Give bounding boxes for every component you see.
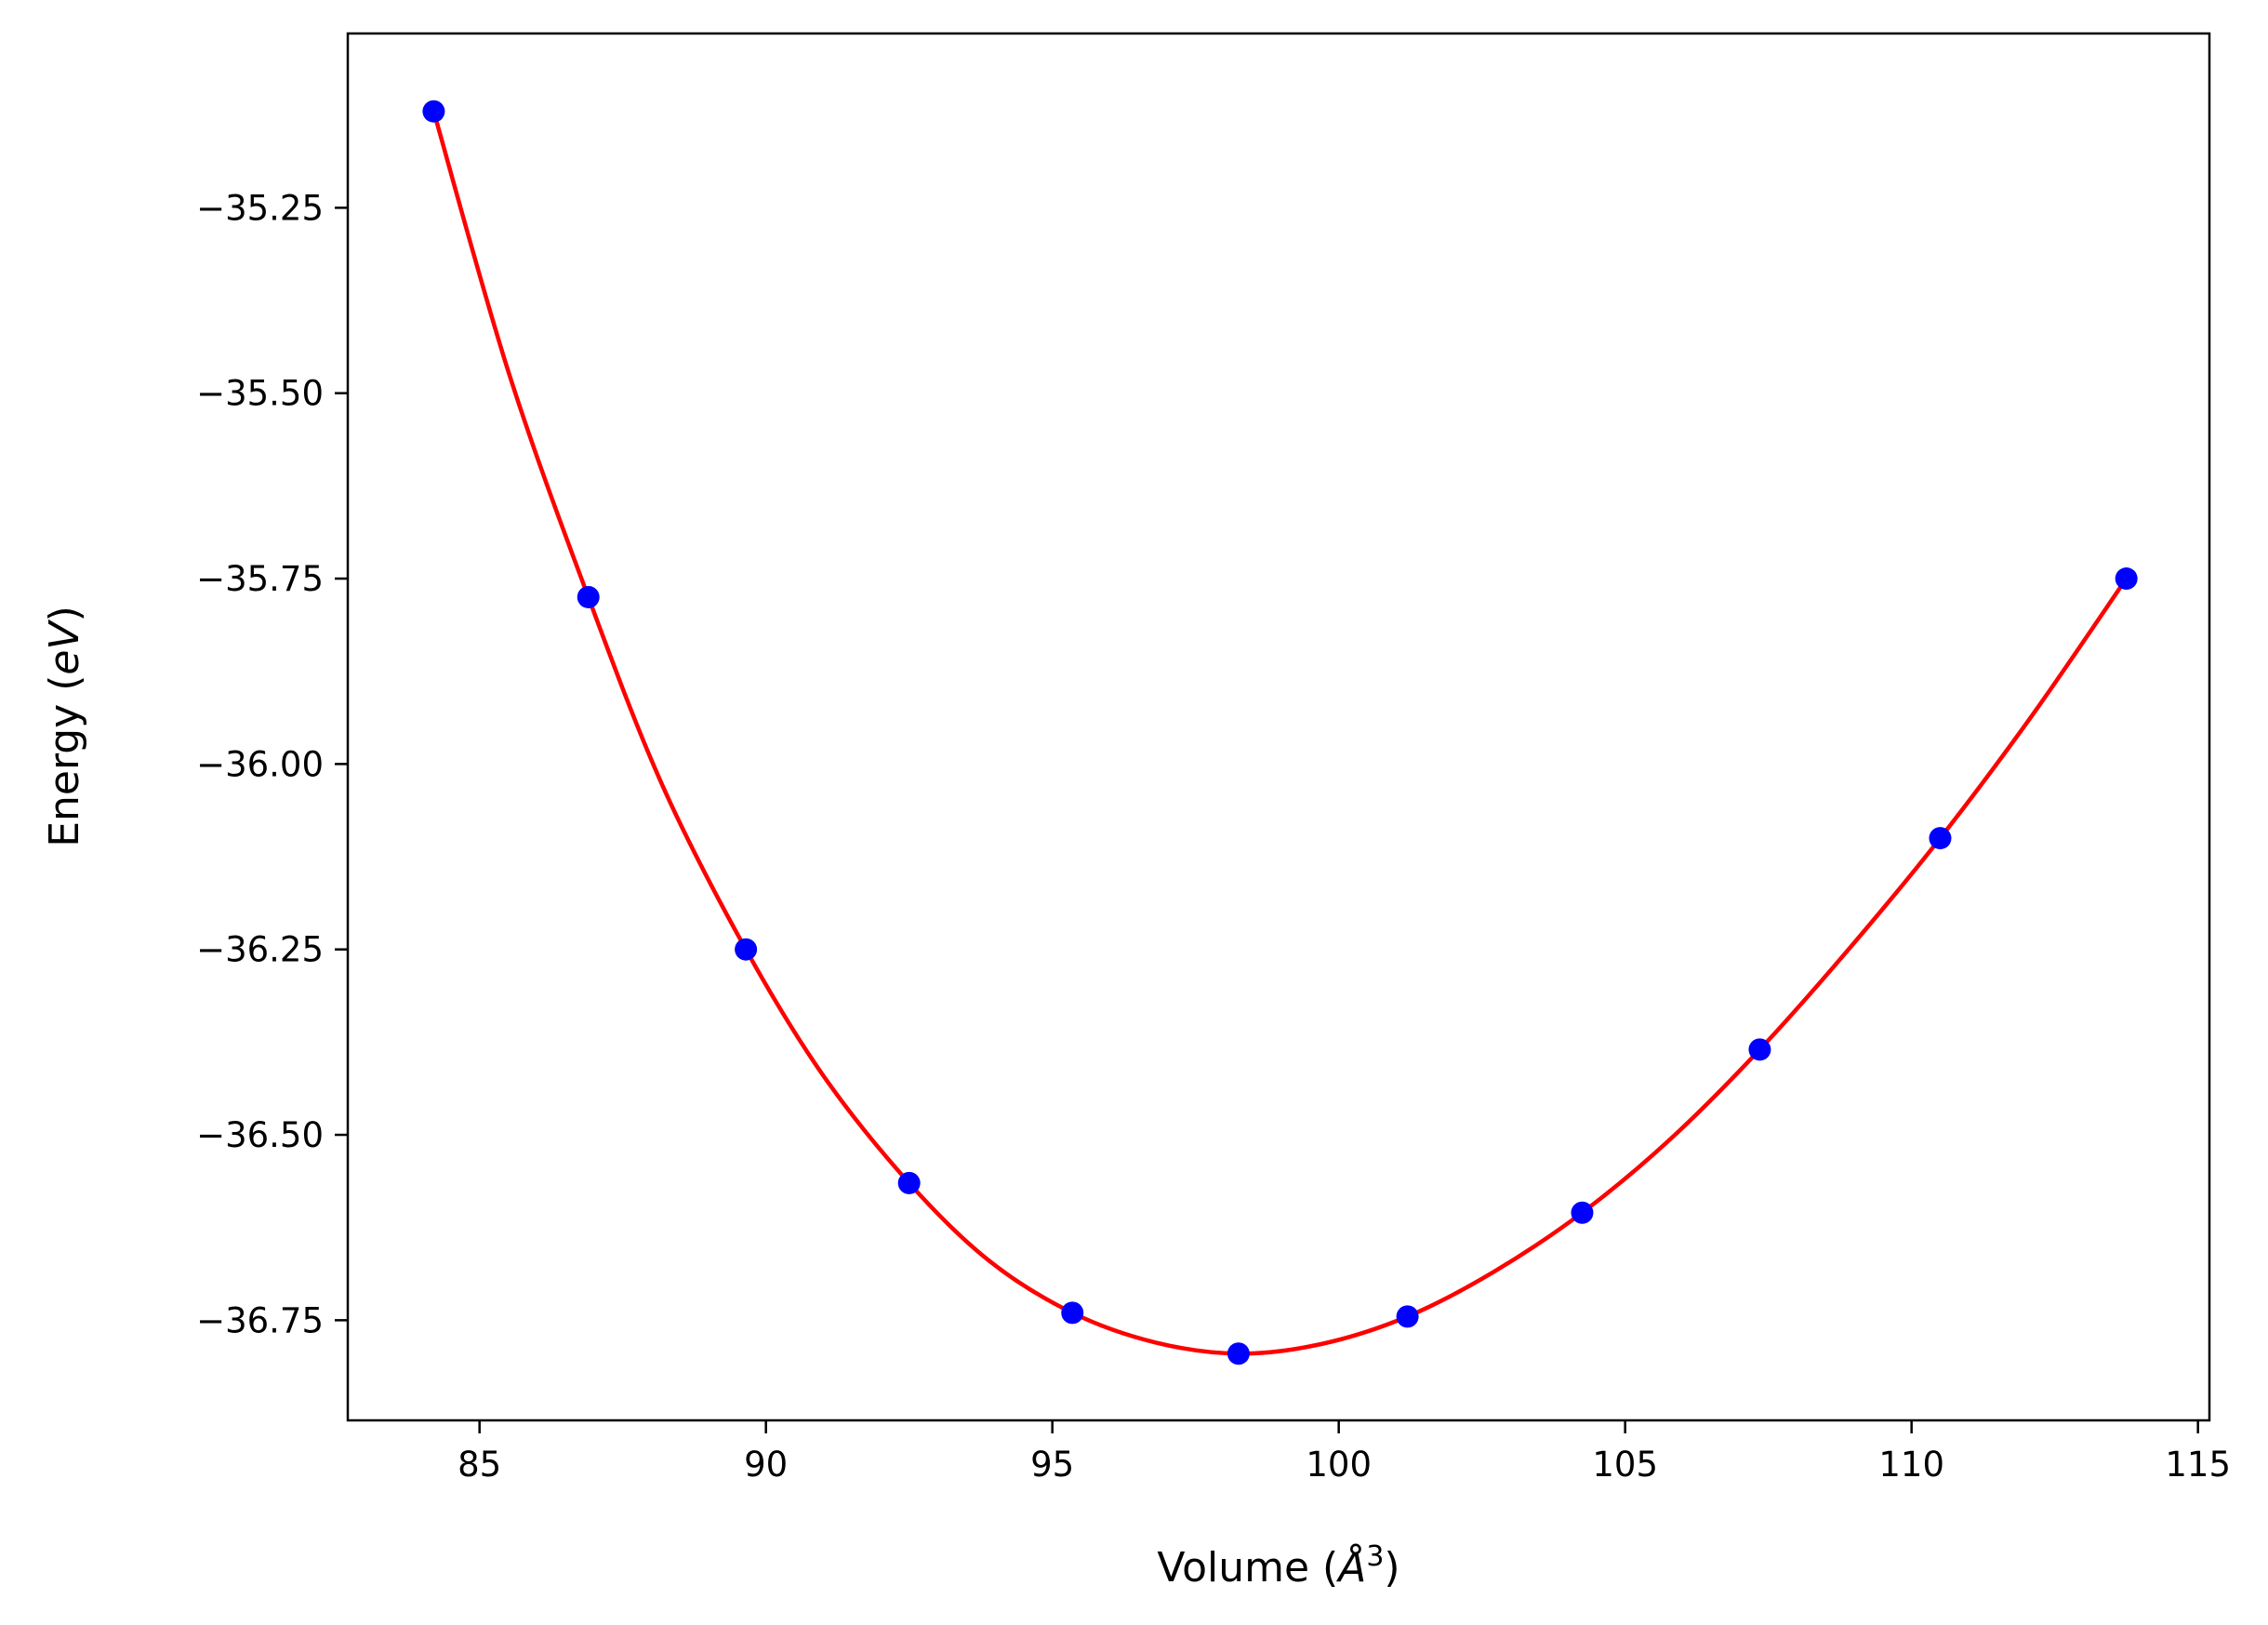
y-tick-label: −36.25 bbox=[196, 930, 324, 970]
data-point bbox=[897, 1171, 921, 1194]
data-point bbox=[1227, 1342, 1250, 1365]
y-tick-label: −35.75 bbox=[196, 559, 324, 599]
data-point bbox=[1571, 1201, 1594, 1224]
data-point bbox=[735, 938, 758, 961]
y-tick-label: −36.00 bbox=[196, 744, 324, 784]
data-point bbox=[1748, 1038, 1771, 1061]
y-tick-label: −36.50 bbox=[196, 1115, 324, 1155]
x-axis-title: Volume (Å3) bbox=[1157, 1540, 1399, 1592]
fit-curve-line bbox=[431, 111, 2129, 1356]
y-axis: −35.25 −35.50 −35.75 −36.00 −36.25 −36.50 −36.… bbox=[196, 188, 348, 1340]
x-tick-label: 90 bbox=[744, 1445, 788, 1485]
y-tick-label: −36.75 bbox=[196, 1300, 324, 1340]
x-tick-label: 100 bbox=[1306, 1445, 1372, 1485]
data-point bbox=[1396, 1305, 1419, 1328]
data-point bbox=[577, 585, 600, 608]
y-axis-title: Energy (eV) bbox=[41, 606, 88, 847]
data-point bbox=[422, 100, 445, 123]
plot-frame bbox=[346, 32, 2211, 1422]
plot-area bbox=[348, 33, 2209, 1420]
x-axis: 85 90 95 100 105 110 115 bbox=[458, 1420, 2231, 1485]
y-tick-label: −35.50 bbox=[196, 374, 324, 414]
x-tick-label: 105 bbox=[1592, 1445, 1658, 1485]
data-point bbox=[1061, 1301, 1084, 1325]
y-tick-label: −35.25 bbox=[196, 188, 324, 228]
x-tick-label: 85 bbox=[458, 1445, 501, 1485]
data-point bbox=[2115, 567, 2138, 591]
x-tick-label: 115 bbox=[2165, 1445, 2231, 1485]
data-point bbox=[1929, 827, 1952, 850]
x-tick-label: 95 bbox=[1030, 1445, 1074, 1485]
fit-curve-layer bbox=[431, 111, 2129, 1356]
data-points-layer bbox=[422, 100, 2138, 1365]
x-tick-label: 110 bbox=[1878, 1445, 1944, 1485]
